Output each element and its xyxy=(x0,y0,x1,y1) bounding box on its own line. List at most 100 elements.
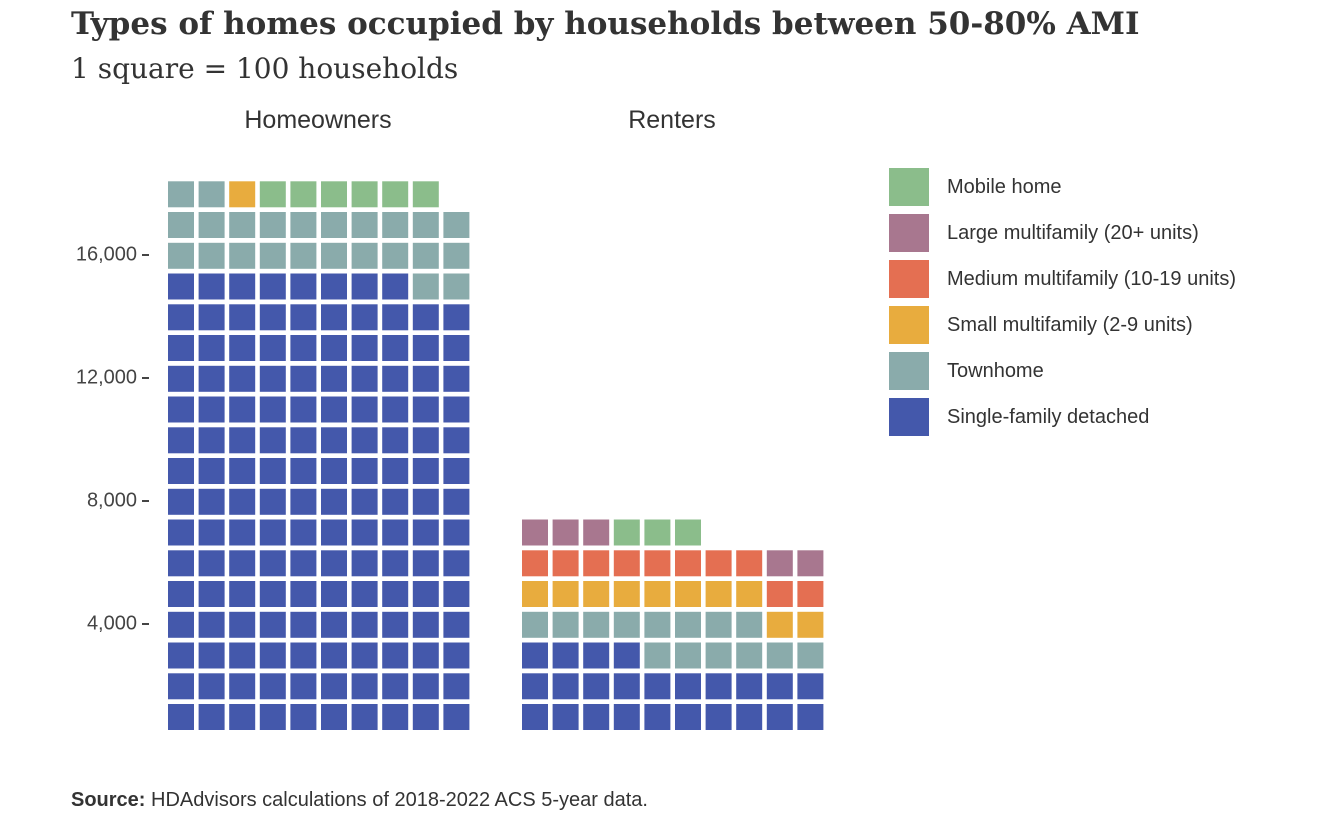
waffle-square-homeowners xyxy=(443,488,470,515)
waffle-square-homeowners xyxy=(290,427,317,454)
waffle-square-homeowners xyxy=(351,642,378,669)
waffle-square-homeowners xyxy=(443,365,470,392)
waffle-square-homeowners xyxy=(290,488,317,515)
waffle-square-homeowners xyxy=(290,335,317,361)
waffle-square-renters xyxy=(705,642,732,669)
waffle-square-homeowners xyxy=(351,519,378,546)
waffle-square-homeowners xyxy=(259,335,286,361)
waffle-square-renters xyxy=(797,581,824,607)
waffle-square-renters xyxy=(644,704,671,730)
waffle-square-homeowners xyxy=(198,427,225,454)
waffle-square-renters xyxy=(736,704,763,730)
waffle-square-homeowners xyxy=(321,365,347,392)
facet-label-homeowners: Homeowners xyxy=(244,106,392,134)
legend-label: Mobile home xyxy=(947,176,1062,198)
y-tick-mark xyxy=(142,623,149,625)
waffle-square-homeowners xyxy=(351,427,378,454)
waffle-square-renters xyxy=(675,581,701,607)
legend-swatch xyxy=(889,214,929,252)
waffle-square-homeowners xyxy=(412,642,439,669)
waffle-square-homeowners xyxy=(412,519,439,546)
chart-title: Types of homes occupied by households be… xyxy=(71,6,1140,42)
waffle-square-homeowners xyxy=(412,488,439,515)
y-tick-mark xyxy=(142,500,149,502)
y-tick-label: 12,000 xyxy=(75,366,137,389)
waffle-square-renters xyxy=(552,519,579,546)
waffle-square-renters xyxy=(522,704,548,730)
waffle-square-homeowners xyxy=(259,550,286,577)
waffle-square-homeowners xyxy=(412,365,439,392)
chart-subtitle: 1 square = 100 households xyxy=(71,52,459,85)
waffle-square-homeowners xyxy=(168,212,194,238)
waffle-square-homeowners xyxy=(321,181,347,208)
waffle-square-homeowners xyxy=(382,396,409,423)
waffle-square-homeowners xyxy=(198,304,225,331)
waffle-square-homeowners xyxy=(351,181,378,208)
waffle-square-homeowners xyxy=(198,458,225,484)
waffle-square-renters xyxy=(705,611,732,638)
waffle-square-homeowners xyxy=(321,581,347,607)
waffle-square-homeowners xyxy=(443,519,470,546)
waffle-square-homeowners xyxy=(290,642,317,669)
y-tick-label: 8,000 xyxy=(86,489,137,512)
waffle-square-homeowners xyxy=(351,335,378,361)
waffle-square-homeowners xyxy=(259,519,286,546)
waffle-square-homeowners xyxy=(198,581,225,607)
waffle-square-homeowners xyxy=(351,304,378,331)
waffle-square-renters xyxy=(522,611,548,638)
waffle-square-homeowners xyxy=(259,458,286,484)
legend-label: Medium multifamily (10-19 units) xyxy=(947,268,1236,290)
waffle-square-homeowners xyxy=(229,273,256,300)
legend-swatch xyxy=(889,352,929,390)
waffle-square-homeowners xyxy=(412,581,439,607)
waffle-square-homeowners xyxy=(443,273,470,300)
legend-label: Single-family detached xyxy=(947,406,1150,428)
waffle-square-homeowners xyxy=(229,611,256,638)
waffle-square-homeowners xyxy=(412,181,439,208)
waffle-square-homeowners xyxy=(168,396,194,423)
waffle-square-homeowners xyxy=(351,273,378,300)
waffle-square-renters xyxy=(583,550,610,577)
waffle-square-homeowners xyxy=(412,427,439,454)
waffle-square-homeowners xyxy=(229,519,256,546)
waffle-square-renters xyxy=(797,550,824,577)
waffle-square-renters xyxy=(552,550,579,577)
legend-swatch xyxy=(889,398,929,436)
waffle-square-homeowners xyxy=(168,519,194,546)
waffle-square-renters xyxy=(613,581,640,607)
waffle-square-homeowners xyxy=(351,581,378,607)
source-prefix: Source: xyxy=(71,789,146,811)
waffle-square-renters xyxy=(797,611,824,638)
waffle-square-renters xyxy=(705,673,732,700)
waffle-square-homeowners xyxy=(412,242,439,269)
waffle-square-homeowners xyxy=(198,365,225,392)
waffle-square-homeowners xyxy=(412,704,439,730)
facet-label-renters: Renters xyxy=(628,106,716,134)
waffle-square-renters xyxy=(766,642,793,669)
waffle-square-homeowners xyxy=(321,550,347,577)
waffle-square-renters xyxy=(613,673,640,700)
waffle-square-homeowners xyxy=(412,273,439,300)
waffle-square-renters xyxy=(613,519,640,546)
waffle-square-homeowners xyxy=(351,212,378,238)
waffle-square-homeowners xyxy=(229,488,256,515)
waffle-square-homeowners xyxy=(259,365,286,392)
waffle-square-homeowners xyxy=(382,673,409,700)
waffle-square-homeowners xyxy=(382,581,409,607)
waffle-square-homeowners xyxy=(198,642,225,669)
waffle-square-homeowners xyxy=(321,242,347,269)
y-tick-label: 4,000 xyxy=(86,612,137,635)
waffle-square-renters xyxy=(797,704,824,730)
waffle-square-homeowners xyxy=(382,704,409,730)
waffle-square-homeowners xyxy=(198,212,225,238)
waffle-square-renters xyxy=(675,642,701,669)
waffle-square-homeowners xyxy=(168,304,194,331)
waffle-square-homeowners xyxy=(321,304,347,331)
waffle-square-homeowners xyxy=(382,242,409,269)
waffle-square-renters xyxy=(736,550,763,577)
waffle-square-homeowners xyxy=(351,550,378,577)
waffle-square-homeowners xyxy=(198,519,225,546)
waffle-square-homeowners xyxy=(290,458,317,484)
legend-swatch xyxy=(889,260,929,298)
waffle-square-homeowners xyxy=(168,427,194,454)
